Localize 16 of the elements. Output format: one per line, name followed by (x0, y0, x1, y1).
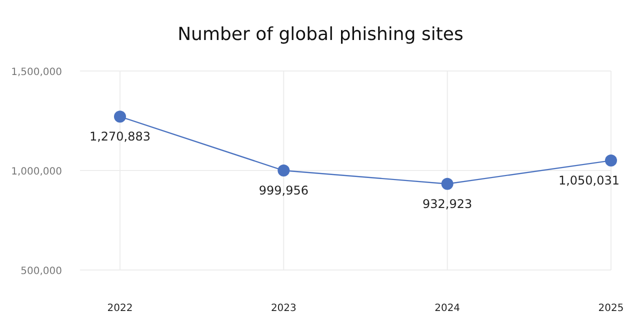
x-tick-label: 2023 (270, 303, 296, 314)
point (278, 164, 290, 177)
x-tick-label: 2022 (107, 303, 133, 314)
point (441, 178, 454, 190)
data-label: 1,050,031 (558, 174, 620, 188)
y-tick-label: 1,500,000 (11, 67, 62, 78)
chart-title: Number of global phishing sites (178, 24, 464, 45)
point (114, 110, 126, 123)
data-label: 1,270,883 (89, 130, 151, 144)
point (605, 154, 617, 167)
x-tick-label: 2025 (598, 303, 624, 314)
y-tick-label: 500,000 (20, 266, 62, 277)
data-label: 999,956 (258, 184, 308, 198)
x-tick-label: 2024 (434, 303, 460, 314)
data-label: 932,923 (422, 196, 472, 211)
y-tick-label: 1,000,000 (11, 166, 62, 178)
